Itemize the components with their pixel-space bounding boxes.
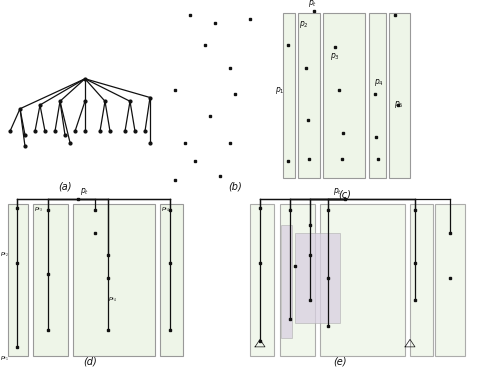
Bar xyxy=(389,13,410,178)
Text: $p_t$: $p_t$ xyxy=(334,186,342,197)
Bar xyxy=(281,225,292,338)
Text: $p_t$: $p_t$ xyxy=(308,0,316,9)
Bar xyxy=(295,232,340,322)
Bar xyxy=(435,204,465,356)
Text: (d): (d) xyxy=(83,357,97,367)
Bar xyxy=(282,13,295,178)
Text: $p_2$: $p_2$ xyxy=(299,19,308,30)
Bar xyxy=(8,204,28,356)
Text: $p_{t_2}$: $p_{t_2}$ xyxy=(0,251,10,259)
Bar xyxy=(72,204,155,356)
Bar xyxy=(298,13,320,178)
Text: $p_{t_3}$: $p_{t_3}$ xyxy=(34,206,43,214)
Text: $p_{t_4}$: $p_{t_4}$ xyxy=(161,206,170,214)
Text: $p_3$: $p_3$ xyxy=(330,51,340,62)
Bar xyxy=(320,204,405,356)
Bar xyxy=(250,204,274,356)
Bar xyxy=(160,204,182,356)
Text: $p_{t_1}$: $p_{t_1}$ xyxy=(0,354,10,363)
Text: $p_5$: $p_5$ xyxy=(394,99,404,111)
Text: (c): (c) xyxy=(338,189,351,200)
Text: (e): (e) xyxy=(333,357,347,367)
Bar xyxy=(410,204,432,356)
Bar xyxy=(322,13,365,178)
Bar xyxy=(368,13,386,178)
Text: $p_t$: $p_t$ xyxy=(80,186,89,197)
Text: $p_{t_4}$: $p_{t_4}$ xyxy=(108,296,117,304)
Bar xyxy=(280,204,315,356)
Text: $p_1$: $p_1$ xyxy=(275,84,284,96)
Text: (b): (b) xyxy=(228,182,242,192)
Text: (a): (a) xyxy=(58,182,72,192)
Text: $p_4$: $p_4$ xyxy=(374,77,384,88)
Bar xyxy=(32,204,68,356)
